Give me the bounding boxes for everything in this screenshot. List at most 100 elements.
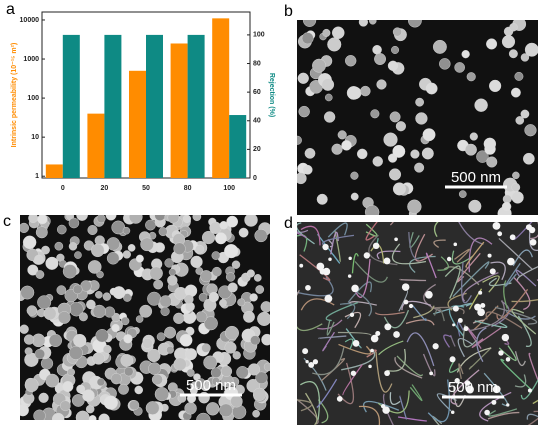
particle	[302, 20, 317, 27]
particle	[190, 255, 203, 268]
particle	[358, 20, 368, 27]
particle	[26, 305, 38, 316]
particle	[105, 215, 117, 221]
particle	[96, 270, 104, 279]
fiber	[297, 229, 309, 233]
fiber	[387, 348, 406, 372]
particle	[382, 406, 390, 414]
particle	[370, 348, 374, 353]
particle	[111, 323, 120, 333]
particle	[478, 290, 483, 295]
particle	[454, 378, 460, 384]
particle	[336, 395, 343, 402]
particle	[505, 357, 511, 362]
particle	[387, 60, 399, 71]
particle	[486, 38, 498, 50]
particle	[224, 341, 237, 354]
particle	[450, 410, 455, 415]
bar	[229, 115, 247, 178]
fiber	[304, 392, 318, 425]
particle	[370, 109, 380, 119]
bar	[170, 43, 188, 178]
particle	[263, 362, 270, 372]
particle	[28, 215, 39, 223]
particle	[227, 282, 238, 293]
particle	[54, 241, 64, 251]
particle	[491, 399, 497, 405]
fiber	[490, 261, 506, 281]
fiber	[368, 234, 398, 266]
fiber	[520, 378, 538, 400]
fiber	[399, 395, 408, 420]
particle	[350, 171, 359, 180]
x-tick-label: 20	[101, 185, 109, 192]
particle	[389, 168, 402, 181]
particle	[257, 311, 270, 326]
fiber	[425, 252, 437, 279]
fiber	[297, 399, 313, 412]
particle	[299, 263, 304, 268]
particle	[92, 352, 105, 365]
particle	[68, 345, 83, 360]
fiber	[389, 392, 401, 405]
particle	[195, 378, 206, 389]
fiber	[399, 278, 427, 282]
particle	[372, 45, 382, 55]
particle	[356, 148, 368, 160]
particle	[322, 267, 331, 276]
fiber	[458, 222, 484, 245]
particle	[129, 400, 140, 411]
particle	[192, 215, 202, 222]
particle	[375, 330, 381, 336]
particle	[203, 316, 218, 331]
particle	[121, 316, 130, 326]
particle	[91, 243, 105, 258]
fiber	[378, 340, 404, 356]
particle	[346, 86, 361, 100]
particle	[224, 244, 239, 259]
particle	[337, 130, 347, 140]
particle	[57, 311, 71, 324]
fiber	[409, 384, 423, 402]
particle	[316, 193, 328, 205]
particle	[246, 269, 255, 278]
particle	[151, 374, 163, 385]
fiber	[454, 248, 471, 263]
fiber	[498, 237, 533, 270]
fiber	[413, 305, 435, 319]
particle	[403, 299, 409, 305]
particle	[463, 326, 469, 332]
fiber	[527, 410, 538, 425]
particle	[393, 331, 400, 338]
particle	[37, 295, 52, 310]
fiber	[496, 288, 529, 320]
particle	[476, 150, 489, 163]
particle	[422, 128, 436, 142]
particle	[360, 85, 371, 97]
fiber	[453, 385, 466, 408]
bar	[104, 34, 122, 179]
particle	[74, 251, 82, 259]
particle	[489, 268, 496, 275]
particle	[20, 285, 35, 300]
panel-label: a	[6, 1, 15, 18]
sem-content	[20, 215, 270, 420]
particle	[465, 385, 474, 394]
particle	[211, 377, 221, 386]
particle	[154, 215, 166, 221]
particle	[142, 338, 153, 349]
particle	[489, 79, 502, 92]
y2-tick-label: 40	[253, 118, 261, 125]
scale-bar-label: 500 nm	[186, 377, 236, 394]
particle	[501, 333, 510, 342]
particle	[497, 231, 503, 237]
fiber	[457, 337, 474, 358]
particle	[520, 109, 530, 119]
fiber	[363, 400, 400, 413]
particle	[139, 304, 153, 318]
fiber	[516, 266, 538, 281]
fiber	[443, 266, 480, 286]
fiber	[456, 321, 464, 337]
particle	[135, 315, 144, 323]
